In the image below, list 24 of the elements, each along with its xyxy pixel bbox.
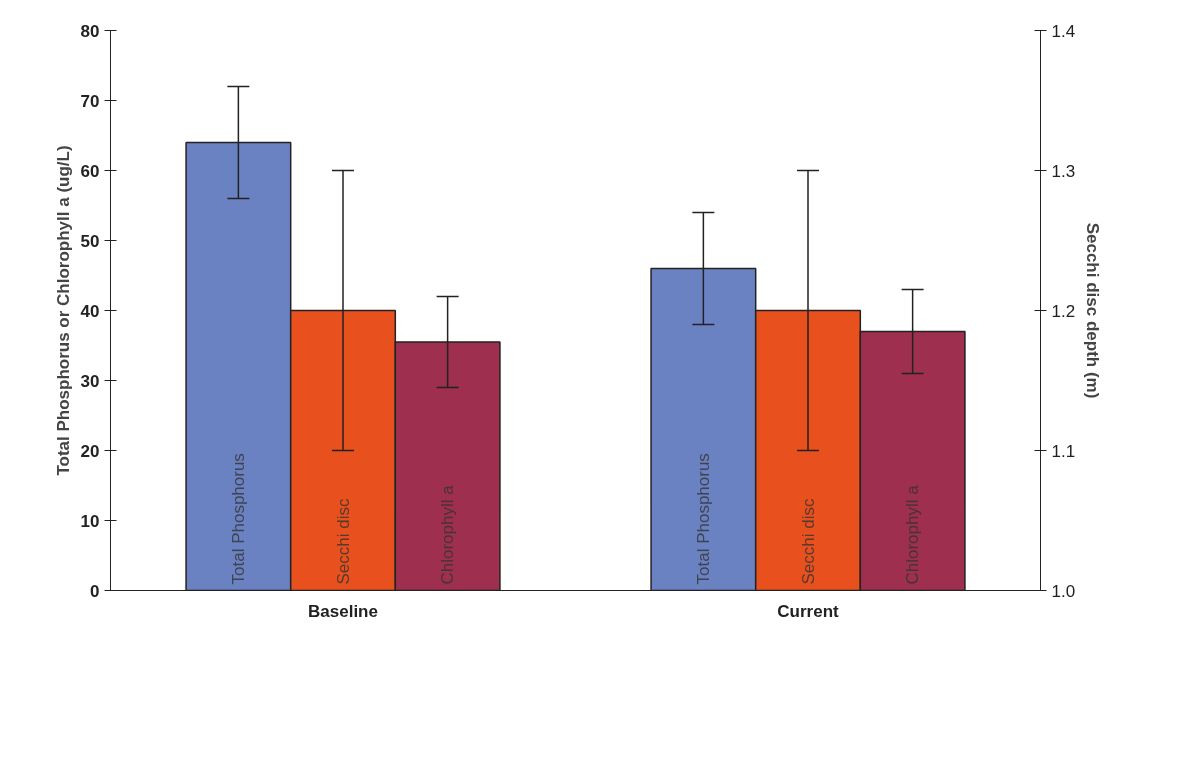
y-tick-label: 80 <box>80 21 100 41</box>
y2-tick-label: 1.4 <box>1051 21 1076 41</box>
y-tick-label: 30 <box>80 371 100 391</box>
x-tick-label: Current <box>777 601 840 621</box>
y2-tick-label: 1.2 <box>1051 301 1076 321</box>
y-axis-title: Total Phosphorus or Chlorophyll a (ug/L) <box>53 145 73 476</box>
y-tick-label: 40 <box>80 301 100 321</box>
series-label: Chlorophyll a <box>438 484 458 585</box>
text: Chlorophyll a <box>903 485 923 585</box>
y-tick-label: 60 <box>80 161 100 181</box>
series-label: Total Phosphorus <box>228 453 248 585</box>
text: Secchi disc <box>798 498 818 585</box>
x-tick-label: Baseline <box>308 601 378 621</box>
y-tick-label: 70 <box>80 91 100 111</box>
series-label: Secchi disc <box>333 498 353 585</box>
text: Total Phosphorus <box>693 453 713 585</box>
y2-tick-label: 1.1 <box>1051 441 1076 461</box>
y2-tick-label: 1.0 <box>1051 581 1076 601</box>
y-tick-label: 10 <box>80 511 100 531</box>
y-tick-label: 20 <box>80 441 100 461</box>
y-tick-label: 0 <box>90 581 100 601</box>
y-tick-label: 50 <box>80 231 100 251</box>
y2-tick-label: 1.3 <box>1051 161 1076 181</box>
y2-axis-title: Secchi disc depth (m) <box>1083 222 1103 399</box>
